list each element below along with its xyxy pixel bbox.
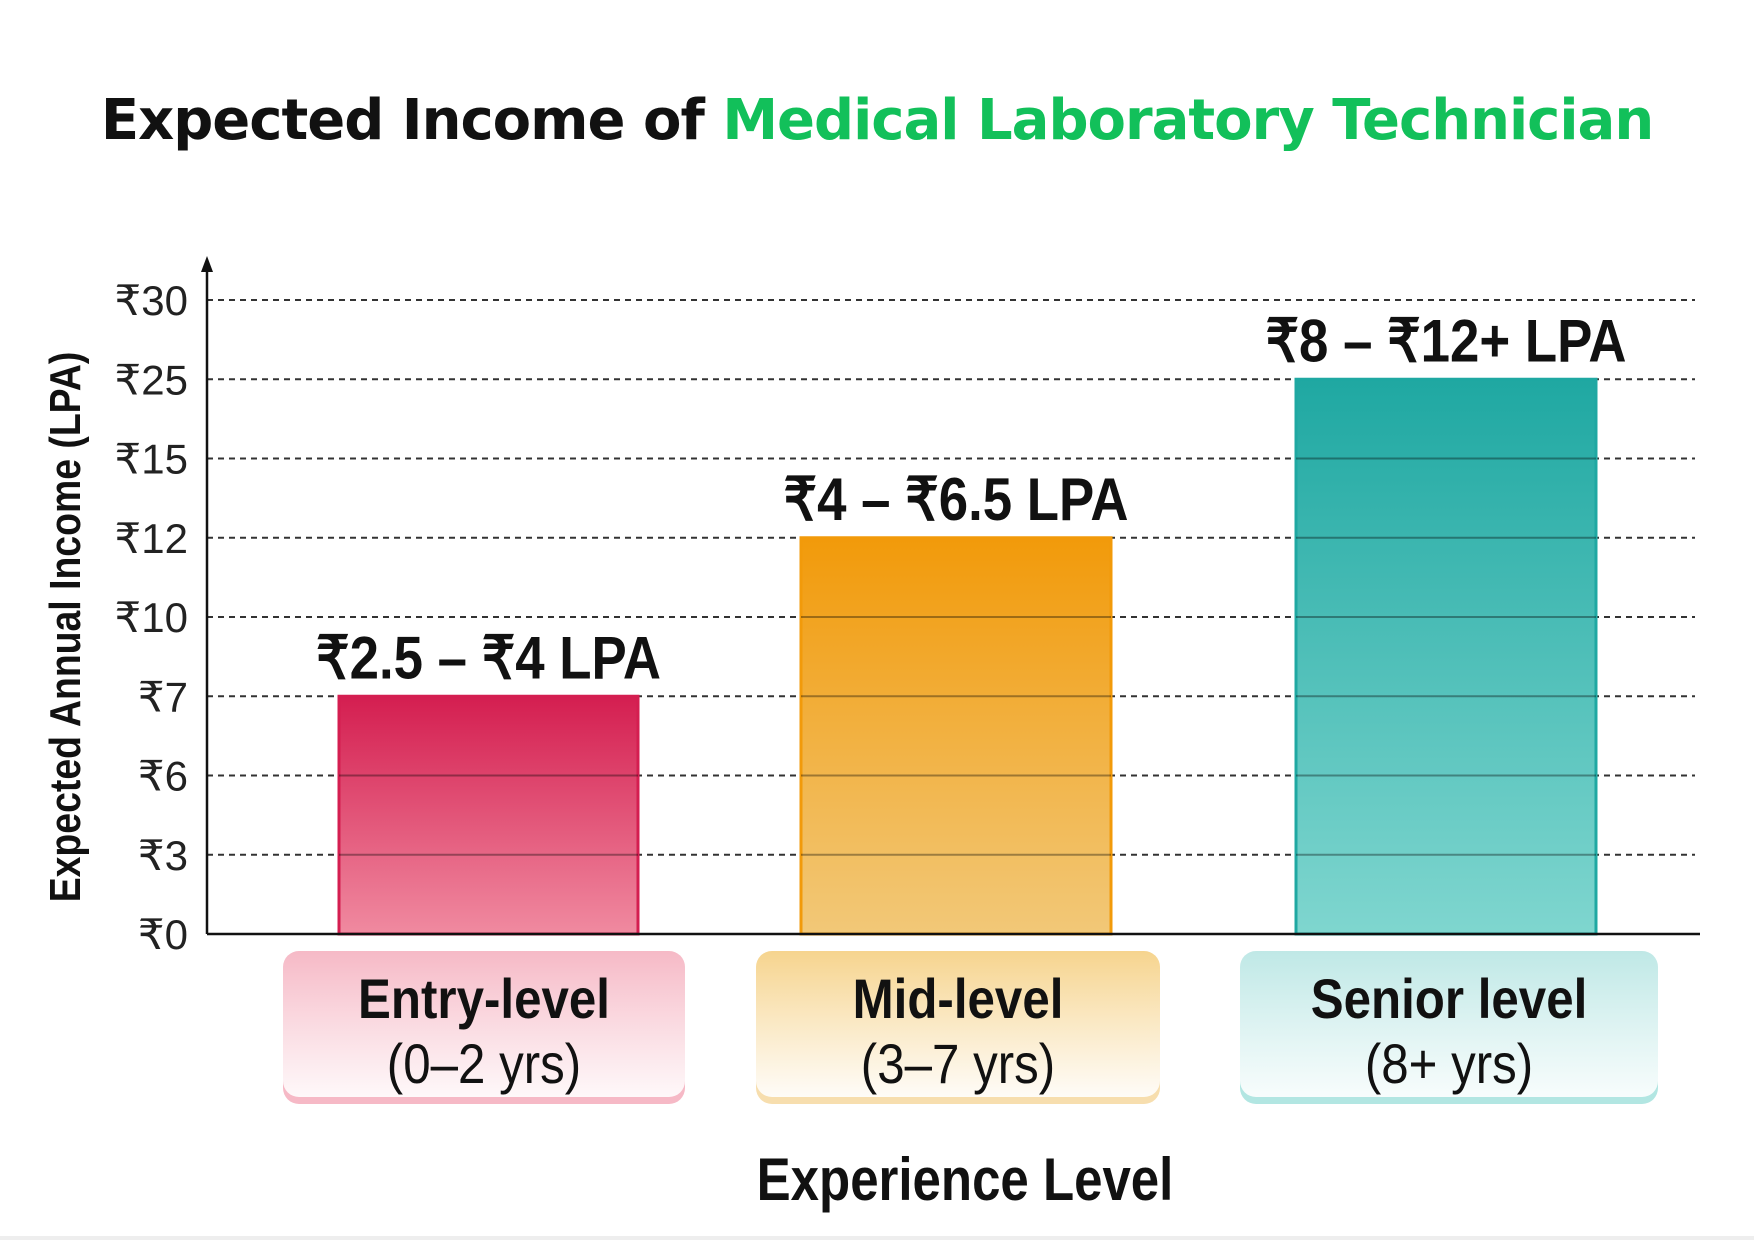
bar <box>799 536 1113 936</box>
category-box <box>756 951 1160 1097</box>
title-prefix: Expected Income of <box>100 88 723 153</box>
x-axis-title: Experience Level <box>757 1146 1174 1213</box>
data-label: ₹8 – ₹12+ LPA <box>1265 307 1626 374</box>
chart-title: Expected Income of Medical Laboratory Te… <box>0 88 1754 153</box>
y-tick-label: ₹0 <box>138 911 188 958</box>
category-sublabel: (8+ yrs) <box>1365 1033 1533 1096</box>
category-label: Senior level <box>1311 968 1588 1031</box>
y-tick-label: ₹30 <box>115 277 188 324</box>
y-tick-labels: ₹0 ₹3 ₹6 ₹7 ₹10 ₹12 ₹15 ₹25 ₹30 <box>115 277 188 958</box>
axes <box>201 256 1700 936</box>
category-label: Entry-level <box>358 968 610 1031</box>
title-highlight: Medical Laboratory Technician <box>722 88 1654 153</box>
y-tick-label: ₹7 <box>138 673 188 720</box>
category-box <box>1240 951 1658 1097</box>
category-sublabel: (3–7 yrs) <box>861 1033 1055 1096</box>
category-sublabel: (0–2 yrs) <box>387 1033 581 1096</box>
y-axis-arrow <box>201 256 213 272</box>
category-label: Mid-level <box>853 968 1064 1031</box>
category-labels: Entry-level(0–2 yrs) Mid-level(3–7 yrs) Se… <box>283 951 1658 1104</box>
data-labels: ₹2.5 – ₹4 LPA ₹4 – ₹6.5 LPA ₹8 – ₹12+ LPA <box>316 307 1627 691</box>
y-tick-label: ₹6 <box>138 753 188 800</box>
bar <box>337 694 640 936</box>
data-label: ₹4 – ₹6.5 LPA <box>784 466 1129 533</box>
y-tick-label: ₹3 <box>138 832 188 879</box>
divider <box>0 1236 1754 1240</box>
y-axis-title: Expected Annual Income (LPA) <box>40 352 90 903</box>
bars <box>337 377 1598 936</box>
bar <box>1294 377 1598 936</box>
y-tick-label: ₹25 <box>115 356 188 403</box>
y-tick-label: ₹10 <box>115 594 188 641</box>
data-label: ₹2.5 – ₹4 LPA <box>316 624 661 691</box>
y-tick-label: ₹12 <box>115 515 188 562</box>
category-box <box>283 951 685 1097</box>
y-tick-label: ₹15 <box>115 436 188 483</box>
